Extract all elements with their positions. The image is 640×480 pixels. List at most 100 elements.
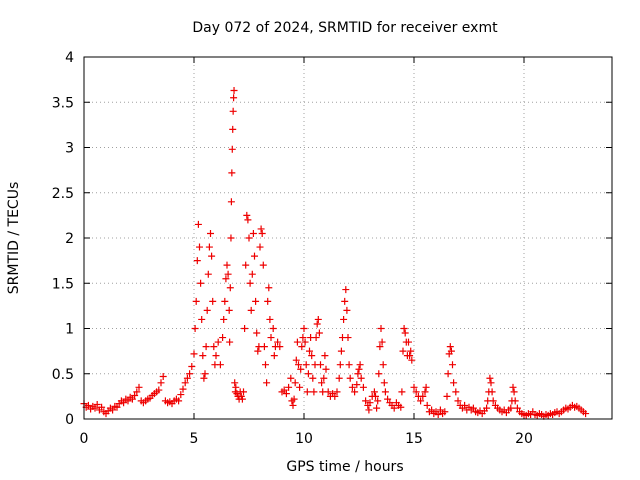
y-tick-label: 2.5	[52, 186, 74, 202]
data-point	[208, 252, 216, 260]
y-tick-label: 1	[65, 322, 74, 338]
data-point	[345, 361, 353, 369]
data-point	[320, 374, 328, 382]
data-point	[428, 406, 436, 414]
data-point	[210, 343, 218, 351]
data-point	[366, 399, 374, 407]
data-point	[241, 325, 249, 332]
data-point	[443, 392, 451, 400]
data-point	[242, 261, 250, 269]
y-tick-label: 4	[65, 50, 74, 66]
data-point	[337, 347, 345, 355]
data-point	[469, 404, 477, 412]
data-point	[258, 229, 266, 237]
data-point	[188, 363, 196, 371]
data-point	[192, 297, 200, 305]
data-point	[264, 297, 272, 305]
x-tick-labels: 0 5 10 15 20	[80, 431, 533, 447]
data-point	[196, 243, 203, 251]
data-point	[373, 404, 381, 412]
data-point	[354, 370, 362, 378]
data-point	[285, 383, 293, 391]
data-point	[197, 279, 205, 287]
data-point	[259, 261, 267, 269]
data-point	[256, 243, 264, 251]
data-point	[113, 403, 121, 411]
data-point	[155, 386, 163, 394]
data-point	[93, 401, 101, 409]
data-point	[312, 334, 320, 342]
data-point	[292, 356, 300, 364]
data-point	[356, 361, 364, 369]
data-point	[240, 388, 247, 396]
data-point	[434, 410, 442, 418]
data-point	[301, 338, 309, 346]
data-point	[300, 325, 308, 332]
data-point	[344, 334, 352, 342]
data-point	[486, 374, 494, 382]
data-point	[322, 365, 330, 373]
data-point	[376, 343, 384, 351]
x-tick-label: 10	[295, 431, 313, 447]
data-point	[257, 225, 265, 233]
data-point	[249, 229, 257, 237]
data-point	[370, 388, 378, 396]
data-point	[128, 395, 136, 403]
data-point	[321, 352, 329, 360]
data-point	[400, 325, 408, 332]
data-point	[109, 406, 117, 414]
data-point	[441, 408, 449, 416]
data-point	[207, 229, 214, 237]
chart-title: Day 072 of 2024, SRMTID for receiver exm…	[192, 20, 498, 36]
data-point	[290, 395, 298, 403]
data-point	[336, 361, 344, 369]
data-point	[191, 325, 199, 332]
data-point	[449, 361, 456, 369]
data-point	[447, 347, 455, 355]
data-point	[131, 391, 139, 399]
data-point	[186, 370, 194, 378]
data-point	[203, 306, 211, 314]
data-point	[313, 320, 321, 328]
y-tick-label: 3.5	[52, 95, 74, 111]
data-point	[247, 306, 255, 314]
plot-frame	[83, 56, 613, 420]
data-point	[436, 406, 444, 414]
data-point	[302, 361, 310, 369]
data-point	[209, 297, 217, 305]
data-point	[410, 383, 418, 391]
data-point	[274, 338, 282, 346]
data-point	[310, 388, 318, 396]
data-point	[419, 392, 427, 400]
data-point	[228, 169, 236, 177]
data-point	[214, 338, 222, 346]
data-point	[253, 329, 261, 337]
data-point	[221, 297, 229, 305]
data-point	[315, 329, 323, 337]
data-point	[200, 374, 208, 382]
data-point	[509, 383, 517, 391]
data-point	[293, 338, 301, 346]
data-point	[179, 385, 187, 393]
data-point	[317, 361, 324, 369]
data-point	[306, 347, 313, 355]
data-point	[401, 329, 409, 337]
data-point	[318, 379, 326, 387]
data-point	[510, 388, 518, 396]
data-point	[488, 388, 496, 396]
data-point	[377, 325, 385, 332]
y-tick-label: 0	[65, 412, 74, 428]
y-axis-label: SRMTID / TECUs	[6, 182, 22, 295]
data-point	[216, 361, 224, 369]
data-point	[120, 399, 128, 407]
data-point	[219, 334, 227, 342]
data-point	[444, 370, 452, 378]
data-point	[175, 397, 183, 405]
data-point	[205, 243, 213, 251]
data-point	[343, 306, 351, 314]
data-point	[333, 388, 341, 396]
data-point	[340, 315, 348, 323]
data-point	[359, 383, 367, 391]
data-point	[299, 334, 307, 342]
data-point	[230, 86, 238, 94]
